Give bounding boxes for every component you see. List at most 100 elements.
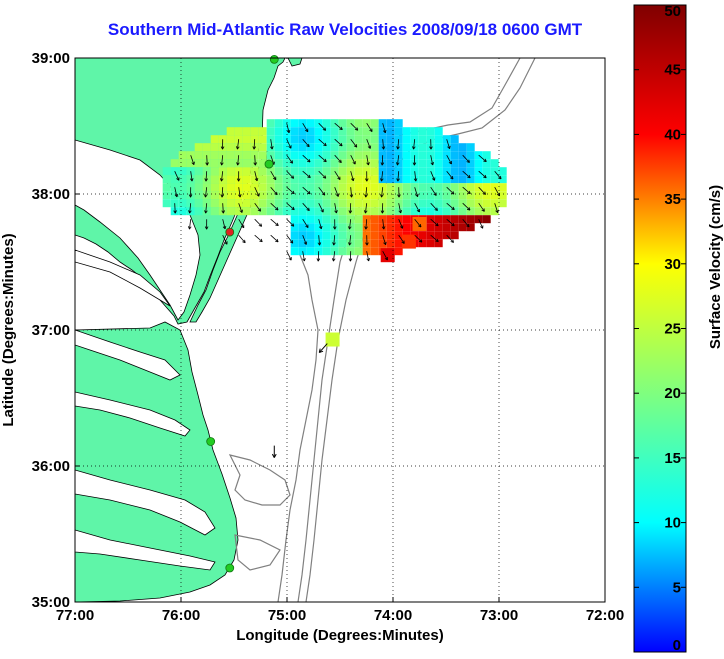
velocity-cell: [162, 167, 171, 176]
velocity-cell: [242, 143, 251, 152]
velocity-cell: [266, 119, 275, 128]
velocity-arrow: [334, 154, 342, 163]
velocity-cell: [314, 175, 323, 184]
velocity-arrow: [239, 194, 242, 198]
velocity-arrow: [397, 178, 400, 182]
velocity-cell: [434, 239, 443, 248]
velocity-arrow: [238, 234, 246, 244]
velocity-cell: [202, 175, 211, 184]
velocity-cell: [466, 167, 475, 176]
velocity-arrow: [436, 207, 438, 211]
velocity-cell: [202, 159, 211, 168]
velocity-cell: [338, 223, 347, 232]
velocity-arrow: [292, 175, 295, 179]
velocity-arrow: [366, 178, 369, 182]
velocity-arrow: [481, 209, 485, 212]
velocity-arrow: [276, 222, 279, 226]
velocity-cell: [274, 183, 283, 192]
velocity-arrow: [350, 258, 353, 262]
velocity-arrow: [429, 146, 432, 150]
velocity-arrow: [221, 171, 224, 182]
velocity-arrow: [430, 155, 434, 166]
velocity-arrow: [484, 174, 487, 178]
velocity-arrow: [397, 139, 400, 150]
velocity-cell: [466, 175, 475, 184]
velocity-arrow: [366, 162, 369, 166]
velocity-cell: [210, 183, 219, 192]
velocity-arrow: [193, 161, 195, 165]
velocity-arrow: [397, 155, 400, 166]
velocity-cell: [226, 151, 235, 160]
velocity-cell: [306, 183, 315, 192]
velocity-arrow: [189, 219, 192, 230]
velocity-cell: [266, 175, 275, 184]
velocity-cell: [474, 175, 483, 184]
velocity-cell: [274, 207, 283, 216]
velocity-arrow: [430, 162, 434, 166]
velocity-cell: [250, 135, 259, 144]
velocity-arrow: [382, 139, 384, 150]
velocity-cell: [258, 175, 267, 184]
velocity-cell: [426, 127, 435, 136]
velocity-arrow: [333, 235, 336, 246]
velocity-cell: [370, 207, 379, 216]
velocity-arrow: [237, 162, 240, 166]
velocity-arrow: [366, 251, 370, 262]
velocity-cell: [290, 175, 299, 184]
velocity-arrow: [462, 154, 470, 163]
velocity-cell: [226, 175, 235, 184]
velocity-arrow: [324, 127, 327, 131]
station-marker: [225, 227, 235, 237]
velocity-arrow: [205, 203, 208, 214]
velocity-cell: [466, 215, 475, 224]
velocity-arrow: [302, 235, 307, 245]
velocity-arrow: [286, 186, 295, 195]
velocity-cell: [450, 207, 459, 216]
velocity-cell: [386, 239, 395, 248]
velocity-arrow: [316, 258, 319, 262]
velocity-arrow: [350, 187, 352, 198]
velocity-cell: [274, 191, 283, 200]
velocity-cell: [370, 183, 379, 192]
velocity-arrow: [497, 209, 499, 213]
x-tick-label: 74:00: [374, 607, 412, 624]
velocity-cell: [258, 207, 267, 216]
velocity-arrow: [306, 209, 310, 212]
velocity-cell: [266, 191, 275, 200]
velocity-arrow: [276, 191, 278, 195]
velocity-arrow: [305, 129, 309, 133]
velocity-arrow: [382, 210, 385, 214]
velocity-cell: [370, 151, 379, 160]
velocity-arrow: [353, 145, 357, 148]
velocity-cell: [402, 167, 411, 176]
velocity-cell: [338, 127, 347, 136]
velocity-arrow: [318, 203, 324, 213]
velocity-cell: [186, 159, 195, 168]
velocity-arrow: [468, 159, 470, 163]
velocity-arrow: [275, 240, 279, 243]
velocity-cell: [290, 159, 299, 168]
velocity-arrow: [382, 219, 385, 230]
velocity-arrow: [271, 146, 274, 150]
velocity-cell: [242, 183, 251, 192]
velocity-arrow: [468, 174, 471, 178]
velocity-arrow: [446, 234, 454, 243]
velocity-arrow: [205, 194, 208, 198]
velocity-arrow: [462, 170, 471, 179]
velocity-arrow: [220, 194, 223, 198]
velocity-arrow: [190, 155, 195, 165]
velocity-arrow: [413, 178, 417, 182]
velocity-cell: [330, 159, 339, 168]
velocity-arrow: [322, 177, 326, 179]
velocity-cell: [442, 207, 451, 216]
velocity-arrow: [238, 218, 245, 228]
velocity-arrow: [221, 210, 224, 214]
velocity-cell: [482, 191, 491, 200]
velocity-arrow: [478, 186, 486, 195]
y-axis-label: Latitude (Degrees:Minutes): [0, 233, 17, 426]
velocity-cell: [290, 151, 299, 160]
velocity-arrow: [349, 242, 352, 246]
depth-contour: [277, 254, 319, 602]
velocity-arrow: [467, 192, 471, 195]
velocity-cell: [338, 167, 347, 176]
